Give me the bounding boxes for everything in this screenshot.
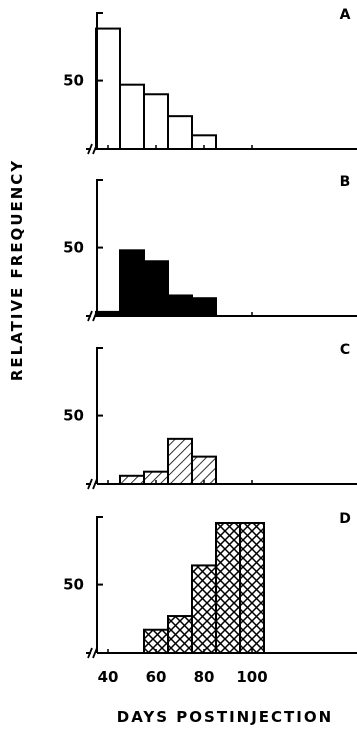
x-tick-label: 40	[98, 668, 119, 686]
axis-break-mark-b	[87, 310, 93, 322]
bar-a-55	[143, 93, 169, 151]
x-axis-label: DAYS POSTINJECTION	[117, 708, 333, 726]
panel-c: 50 C	[63, 342, 357, 490]
bar-d-65	[167, 615, 193, 654]
axis-break-mark-c	[87, 478, 93, 490]
bar-b-55	[143, 260, 169, 317]
bar-d-95	[239, 522, 265, 654]
y-axis-a	[96, 12, 103, 149]
axis-break-mark-c	[92, 478, 98, 490]
axis-break-mark-d	[87, 647, 93, 659]
y-axis-label: RELATIVE FREQUENCY	[8, 159, 26, 381]
bar-a-65	[167, 115, 193, 151]
axis-break-mark-a	[92, 143, 98, 155]
bar-a-45	[119, 83, 145, 150]
y-tick-label-c: 50	[63, 407, 84, 425]
panel-d: 50 D	[63, 511, 357, 659]
axis-break-mark-b	[92, 310, 98, 322]
y-tick-label-a: 50	[63, 72, 84, 90]
panel-label-c: C	[340, 342, 350, 358]
x-tick-label: 60	[146, 668, 167, 686]
bar-d-75	[191, 564, 217, 655]
panels-layer: 50 A 50 B 50 C 50 D 40 60 80 100	[63, 7, 357, 686]
panel-label-b: B	[340, 174, 351, 190]
bar-b-65	[167, 294, 193, 318]
x-tick-label: 80	[194, 668, 215, 686]
y-tick-label-b: 50	[63, 239, 84, 257]
x-tick-label: 100	[236, 668, 267, 686]
axis-break-mark-a	[87, 143, 93, 155]
y-axis-b	[96, 179, 103, 316]
y-axis-c	[96, 347, 103, 484]
bar-a-35	[95, 27, 121, 150]
bar-c-45	[119, 474, 145, 485]
bar-b-45	[119, 249, 145, 318]
panel-a: 50 A	[63, 7, 357, 155]
panel-b: 50 B	[63, 174, 357, 322]
panel-label-a: A	[340, 7, 351, 23]
bar-c-75	[191, 455, 217, 486]
panel-label-d: D	[339, 511, 351, 527]
axis-break-mark-d	[92, 647, 98, 659]
bar-c-65	[167, 437, 193, 485]
bar-d-85	[215, 522, 241, 654]
y-axis-d	[96, 516, 103, 653]
y-tick-label-d: 50	[63, 576, 84, 594]
